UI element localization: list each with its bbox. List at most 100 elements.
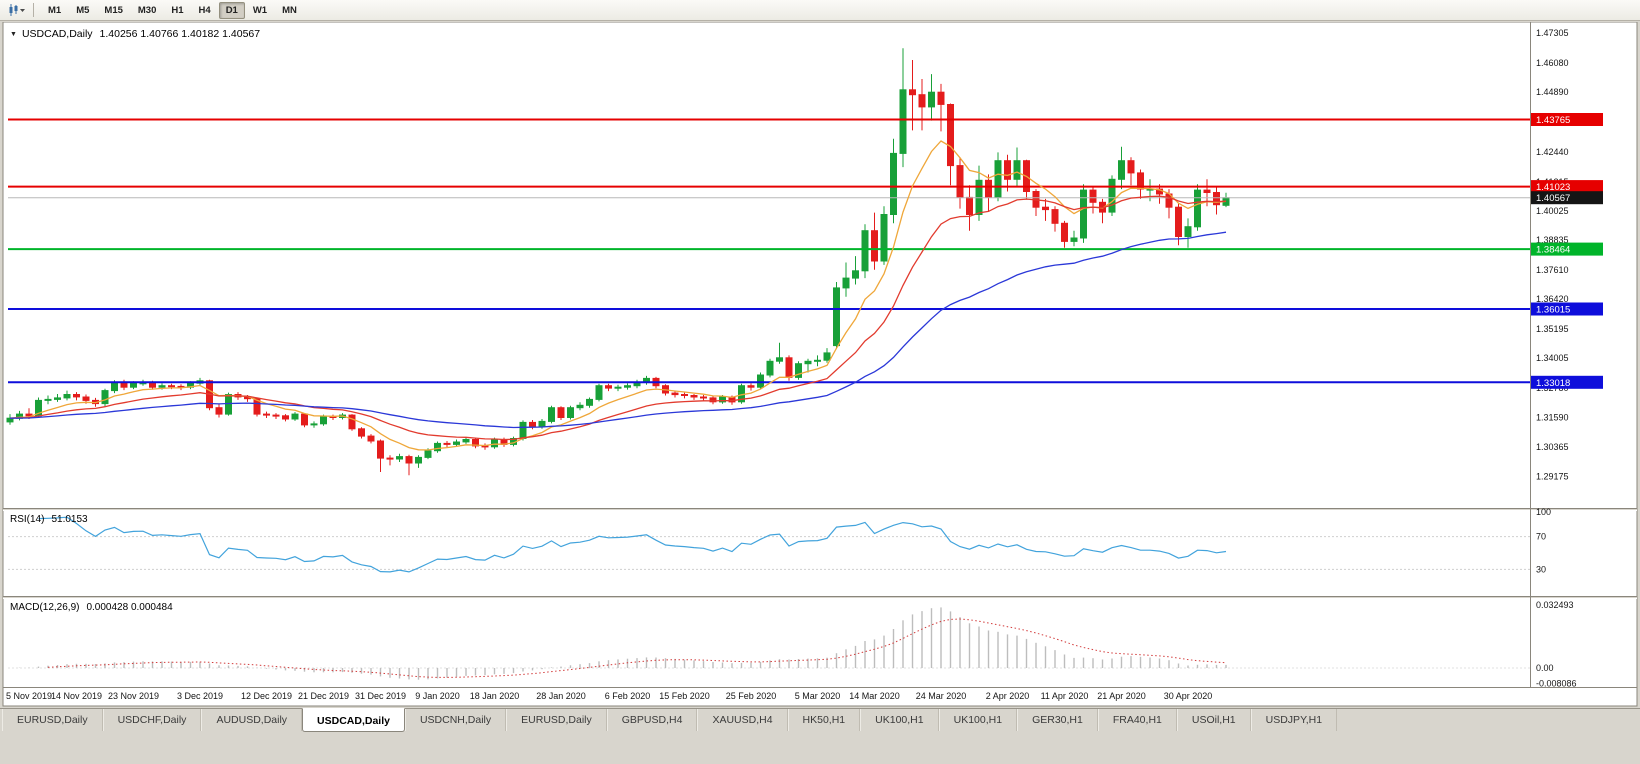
chart-symbol-timeframe: USDCAD,Daily [21, 28, 93, 40]
svg-text:25 Feb 2020: 25 Feb 2020 [726, 691, 777, 701]
chart-type-dropdown-icon[interactable] [5, 2, 29, 18]
svg-text:31 Dec 2019: 31 Dec 2019 [355, 691, 406, 701]
chart-tab-0-eurusd-daily[interactable]: EURUSD,Daily [2, 709, 103, 731]
chart-tab-5-eurusd-daily[interactable]: EURUSD,Daily [506, 709, 607, 731]
svg-text:1.36420: 1.36420 [1536, 294, 1569, 304]
chart-canvas[interactable]: 1.473051.460801.448901.436651.424401.412… [0, 22, 1640, 708]
timeframe-button-group: M1 M5 M15 M30 H1 H4 D1 W1 MN [41, 1, 304, 19]
chart-tabs-bar: EURUSD,Daily USDCHF,Daily AUDUSD,Daily USDC… [0, 708, 1640, 734]
timeframe-button-m15[interactable]: M15 [104, 4, 123, 16]
price-tag: 1.36015 [1531, 302, 1603, 316]
svg-text:1.40567: 1.40567 [1536, 193, 1570, 204]
macd-indicator-label: MACD(12,26,9) 0.000428 0.000484 [10, 602, 173, 613]
svg-text:0.00: 0.00 [1536, 663, 1554, 673]
timeframe-button-d1[interactable]: D1 [218, 1, 245, 19]
rsi-name: RSI(14) [10, 514, 45, 525]
chart-tab-12-fra40-h1[interactable]: FRA40,H1 [1097, 709, 1177, 731]
svg-text:1.41023: 1.41023 [1536, 182, 1570, 193]
price-tag: 1.38464 [1531, 242, 1603, 256]
chart-tab-4-usdcnh-daily[interactable]: USDCNH,Daily [404, 709, 507, 731]
svg-text:15 Feb 2020: 15 Feb 2020 [659, 691, 710, 701]
svg-text:14 Mar 2020: 14 Mar 2020 [849, 691, 900, 701]
chart-tab-3-usdcad-daily[interactable]: USDCAD,Daily [302, 708, 405, 732]
chart-collapse-icon[interactable]: ▼ [10, 31, 17, 38]
svg-text:28 Jan 2020: 28 Jan 2020 [536, 691, 586, 701]
svg-text:1.31590: 1.31590 [1536, 412, 1569, 422]
timeframes-toolbar: M1 M5 M15 M30 H1 H4 D1 W1 MN [0, 0, 1640, 21]
macd-pane [8, 607, 1530, 680]
chart-title: ▼ USDCAD,Daily 1.40256 1.40766 1.40182 1.4… [10, 28, 260, 40]
chart-tab-1-usdchf-daily[interactable]: USDCHF,Daily [102, 709, 202, 731]
svg-text:1.40025: 1.40025 [1536, 206, 1569, 216]
svg-text:1.33018: 1.33018 [1536, 378, 1570, 389]
toolbar-separator [33, 3, 34, 17]
timeframe-button-w1[interactable]: W1 [252, 4, 268, 16]
svg-text:18 Jan 2020: 18 Jan 2020 [470, 691, 520, 701]
chart-tab-7-xauusd-h4[interactable]: XAUUSD,H4 [697, 709, 788, 731]
price-tag: 1.41023 [1531, 180, 1603, 194]
svg-text:6 Feb 2020: 6 Feb 2020 [605, 691, 651, 701]
macd-signal-line [47, 618, 1227, 678]
svg-text:1.35195: 1.35195 [1536, 324, 1569, 334]
svg-text:-0.008086: -0.008086 [1536, 679, 1577, 689]
svg-text:1.46080: 1.46080 [1536, 58, 1569, 68]
chart-tab-9-uk100-h1[interactable]: UK100,H1 [860, 709, 939, 731]
svg-text:2 Apr 2020: 2 Apr 2020 [986, 691, 1030, 701]
price-tags: 1.43765 1.41023 1.38464 1.36015 1.33018 1.405… [1531, 113, 1603, 389]
svg-text:23 Nov 2019: 23 Nov 2019 [108, 691, 159, 701]
rsi-pane [8, 516, 1530, 573]
chart-window: 1.473051.460801.448901.436651.424401.412… [0, 22, 1640, 708]
timeframe-button-m30[interactable]: M30 [137, 4, 157, 16]
svg-text:24 Mar 2020: 24 Mar 2020 [916, 691, 967, 701]
macd-name: MACD(12,26,9) [10, 602, 80, 613]
svg-text:9 Jan 2020: 9 Jan 2020 [415, 691, 460, 701]
rsi-value: 51.0153 [51, 514, 88, 525]
svg-text:1.47305: 1.47305 [1536, 28, 1569, 38]
svg-text:1.34005: 1.34005 [1536, 353, 1569, 363]
svg-text:5 Nov 2019: 5 Nov 2019 [6, 691, 52, 701]
chart-tab-2-audusd-daily[interactable]: AUDUSD,Daily [201, 709, 303, 731]
svg-text:3 Dec 2019: 3 Dec 2019 [177, 691, 223, 701]
chart-window-frame [2, 22, 1638, 707]
svg-text:1.30365: 1.30365 [1536, 442, 1569, 452]
timeframe-button-m1[interactable]: M1 [48, 4, 62, 16]
svg-text:30 Apr 2020: 30 Apr 2020 [1164, 691, 1213, 701]
horizontal-level-lines[interactable] [8, 118, 1530, 384]
price-tag: 1.43765 [1531, 113, 1603, 126]
svg-text:5 Mar 2020: 5 Mar 2020 [795, 691, 841, 701]
svg-text:1.37610: 1.37610 [1536, 265, 1569, 275]
chart-tab-11-ger30-h1[interactable]: GER30,H1 [1017, 709, 1098, 731]
svg-text:14 Nov 2019: 14 Nov 2019 [51, 691, 102, 701]
macd-values: 0.000428 0.000484 [86, 602, 173, 613]
candlestick-series [6, 48, 1230, 476]
svg-text:70: 70 [1536, 532, 1546, 542]
price-tag: 1.33018 [1531, 375, 1603, 389]
rsi-line [38, 516, 1227, 573]
svg-text:1.38835: 1.38835 [1536, 235, 1569, 245]
price-tag: 1.40567 [1531, 191, 1603, 204]
timeframe-button-mn[interactable]: MN [282, 4, 297, 16]
timeframe-button-h1[interactable]: H1 [171, 4, 184, 16]
timeframe-button-m5[interactable]: M5 [76, 4, 90, 16]
svg-text:1.38464: 1.38464 [1536, 245, 1570, 256]
chart-tab-10-uk100-h1[interactable]: UK100,H1 [938, 709, 1018, 731]
chart-tab-14-usdjpy-h1[interactable]: USDJPY,H1 [1250, 709, 1338, 731]
svg-text:0.032493: 0.032493 [1536, 600, 1574, 610]
svg-text:1.36015: 1.36015 [1536, 305, 1570, 316]
timeframe-button-h4[interactable]: H4 [198, 4, 211, 16]
svg-text:1.29175: 1.29175 [1536, 471, 1569, 481]
svg-text:1.43765: 1.43765 [1536, 115, 1570, 126]
svg-text:1.42440: 1.42440 [1536, 147, 1569, 157]
chart-tab-6-gbpusd-h4[interactable]: GBPUSD,H4 [606, 709, 698, 731]
svg-text:100: 100 [1536, 507, 1551, 517]
chart-tab-8-hk50-h1[interactable]: HK50,H1 [787, 709, 861, 731]
svg-text:21 Dec 2019: 21 Dec 2019 [298, 691, 349, 701]
chart-tab-13-usoil-h1[interactable]: USOil,H1 [1176, 709, 1251, 731]
rsi-indicator-label: RSI(14) 51.0153 [10, 514, 88, 525]
svg-text:30: 30 [1536, 564, 1546, 574]
moving-average-lines [9, 140, 1227, 451]
chart-ohlc-values: 1.40256 1.40766 1.40182 1.40567 [99, 28, 261, 40]
svg-text:12 Dec 2019: 12 Dec 2019 [241, 691, 292, 701]
svg-text:21 Apr 2020: 21 Apr 2020 [1097, 691, 1146, 701]
